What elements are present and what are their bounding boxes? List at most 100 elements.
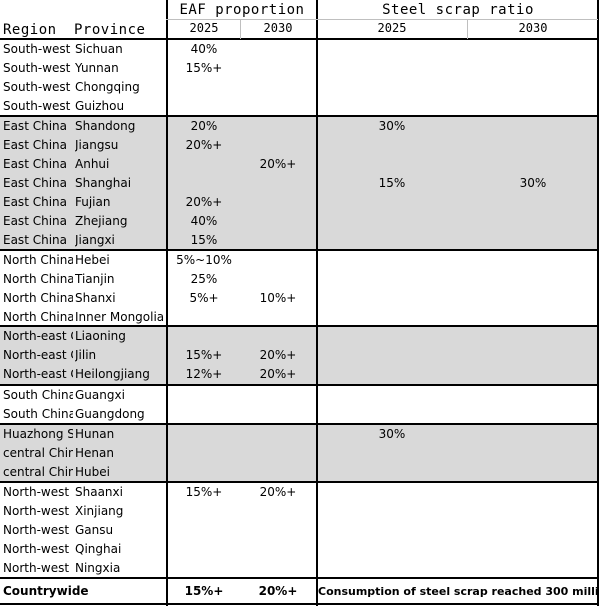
cell-region: East China [3,157,67,171]
grid-line [0,577,599,579]
cell-region: East China [3,195,67,209]
cell-region: North-west China [3,504,73,518]
cell-region: North-east China [3,329,73,343]
cell-province: Gansu [75,523,114,537]
cell-region: East China [3,214,67,228]
cell-region: North China [3,272,73,286]
cell-province: Shandong [75,119,136,133]
grid-line [166,19,598,20]
header-region: Region [3,22,57,38]
cell-region: Huazhong South [3,427,73,441]
cell-eaf-2025: 12%+ [185,367,223,381]
cell-eaf-2030: 20%+ [259,348,297,362]
cell-province: Jiangxi [75,233,115,247]
cell-region: North-east China [3,367,73,381]
cell-region: North-east China [3,348,73,362]
cell-province: Tianjin [75,272,115,286]
cell-province: Qinghai [75,542,122,556]
cell-eaf-2030: 10%+ [259,291,297,305]
grid-line [0,384,599,386]
cell-eaf-2025: 15% [190,233,218,247]
cell-province: Zhejiang [75,214,128,228]
cell-eaf-2025: 40% [190,214,218,228]
cell-eaf-2030: 20%+ [259,485,297,499]
cell-eaf-2025: 5%~10% [176,253,232,267]
cell-province: Heilongjiang [75,367,150,381]
cell-eaf-2030: 20%+ [259,367,297,381]
cell-region: South-west China [3,99,73,113]
cell-region: South China [3,388,73,402]
cell-scrap-2030: 30% [519,176,547,190]
cell-region: North-west China [3,485,73,499]
cell-region: East China [3,138,67,152]
cell-region: North-west China [3,561,73,575]
cell-region: South-west China [3,61,73,75]
cell-scrap-2025: 30% [378,427,406,441]
cell-region: North China [3,291,73,305]
cell-province: Hunan [75,427,115,441]
cell-region: North-west China [3,542,73,556]
header-eaf-proportion: EAF proportion [179,2,305,18]
cell-province: Yunnan [75,61,119,75]
grid-line [597,0,599,606]
cell-region: North China [3,310,73,324]
cell-province: Guizhou [75,99,125,113]
cell-province: Shanghai [75,176,132,190]
grid-line [0,423,599,425]
cell-scrap-2025: 15% [378,176,406,190]
grid-line [240,19,241,39]
cell-province: Guangxi [75,388,125,402]
cell-region: North-west China [3,523,73,537]
cell-province: Xinjiang [75,504,124,518]
grid-line [316,0,318,606]
cell-eaf-2025: 5%+ [189,291,219,305]
cell-eaf-2025: 25% [190,272,218,286]
cell-region: East China [3,119,67,133]
cell-eaf-2025: 15%+ [185,61,223,75]
header-province: Province [74,22,146,38]
cell-eaf-2025: 15%+ [185,348,223,362]
cell-province: Jiangsu [75,138,119,152]
cell-province: Sichuan [75,42,123,56]
cell-province: Henan [75,446,114,460]
cell-eaf-2025: 15%+ [185,485,223,499]
cell-province: Inner Mongolia [75,310,165,324]
cell-province: Ningxia [75,561,121,575]
cell-eaf-2030: 20%+ [259,157,297,171]
cell-province: Chongqing [75,80,140,94]
header-steel-scrap-ratio: Steel scrap ratio [382,2,534,18]
countrywide-eaf-2025: 15%+ [184,584,224,598]
cell-region: East China [3,233,67,247]
cell-region: East China [3,176,67,190]
grid-line [0,481,599,483]
cell-region: South China [3,407,73,421]
cell-province: Shaanxi [75,485,123,499]
cell-region: South-west China [3,42,73,56]
cell-scrap-2025: 30% [378,119,406,133]
cell-eaf-2025: 20%+ [185,195,223,209]
cell-province: Hebei [75,253,110,267]
grid-line [0,249,599,251]
grid-line [0,325,599,327]
cell-province: Hubei [75,465,110,479]
band-central-china [0,424,598,482]
band-east-china [0,117,598,249]
cell-province: Shanxi [75,291,116,305]
grid-line [0,603,599,605]
cell-eaf-2025: 40% [190,42,218,56]
header-eaf-2030: 2030 [263,21,293,35]
grid-line [0,115,599,117]
grid-line [166,0,168,606]
header-eaf-2025: 2025 [189,21,219,35]
cell-region: central China [3,446,73,460]
band-north-east-china [0,326,598,385]
header-scrap-2030: 2030 [518,21,548,35]
cell-province: Fujian [75,195,111,209]
cell-province: Jilin [75,348,97,362]
cell-province: Liaoning [75,329,126,343]
grid-line [0,38,599,40]
countrywide-label: Countrywide [3,584,89,598]
cell-region: South-west China [3,80,73,94]
cell-province: Anhui [75,157,110,171]
